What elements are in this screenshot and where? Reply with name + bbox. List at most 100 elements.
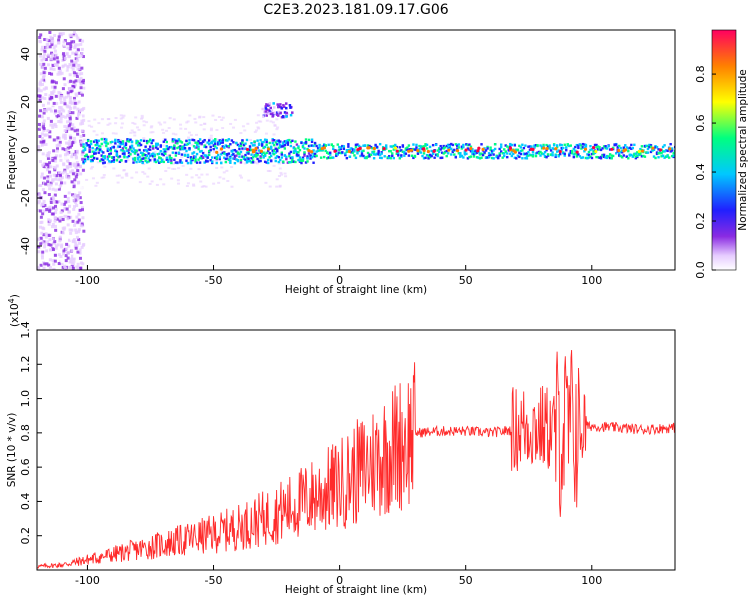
- band-cell: [171, 138, 175, 141]
- band-cell: [277, 141, 280, 144]
- haze-cell: [122, 169, 126, 172]
- secondary-blob-cell: [267, 109, 270, 112]
- noise-cell: [63, 129, 67, 133]
- noise-cell: [41, 204, 45, 208]
- band-cell: [595, 155, 598, 159]
- band-cell: [227, 144, 231, 148]
- band-cell: [114, 149, 117, 153]
- band-cell: [357, 149, 361, 153]
- noise-cell: [41, 76, 45, 80]
- haze-cell: [176, 179, 180, 182]
- noise-cell: [58, 127, 62, 131]
- band-cell: [180, 153, 184, 156]
- band-cell: [235, 141, 238, 145]
- noise-cell: [60, 176, 64, 180]
- hot-spot: [307, 148, 311, 153]
- band-cell: [625, 155, 628, 158]
- band-cell: [235, 158, 238, 161]
- band-cell: [242, 143, 246, 147]
- band-cell: [177, 151, 181, 154]
- band-cell: [521, 157, 524, 160]
- haze-cell: [272, 164, 276, 167]
- haze-cell: [108, 122, 112, 125]
- noise-cell: [81, 55, 85, 59]
- band-cell: [300, 141, 303, 145]
- band-cell: [263, 154, 267, 158]
- band-cell: [268, 156, 271, 159]
- noise-cell: [68, 97, 72, 101]
- band-cell: [257, 149, 261, 152]
- band-cell: [640, 155, 644, 158]
- haze-cell: [275, 185, 279, 188]
- haze-cell: [159, 178, 163, 181]
- band-cell: [201, 156, 205, 159]
- noise-cell: [53, 111, 57, 115]
- band-cell: [301, 144, 305, 148]
- noise-cell: [45, 43, 49, 47]
- band-cell: [327, 143, 330, 147]
- band-cell: [145, 149, 149, 153]
- hot-spot: [554, 147, 558, 151]
- band-cell: [123, 150, 126, 153]
- haze-cell: [189, 167, 193, 170]
- haze-cell: [278, 184, 282, 187]
- snr-y-label: SNR (10 * v/v): [6, 413, 18, 488]
- band-cell: [357, 144, 361, 148]
- hot-spot: [245, 147, 250, 152]
- band-cell: [608, 148, 612, 151]
- haze-cell: [171, 167, 175, 170]
- noise-cell: [48, 219, 52, 223]
- y-tick-label: 0.8: [19, 424, 32, 442]
- noise-cell: [63, 264, 67, 268]
- band-cell: [239, 158, 243, 162]
- band-cell: [419, 151, 423, 154]
- haze-cell: [167, 127, 171, 130]
- band-cell: [471, 152, 474, 155]
- band-cell: [176, 146, 179, 150]
- band-cell: [472, 150, 476, 154]
- band-cell: [182, 147, 185, 151]
- noise-cell: [63, 83, 67, 87]
- noise-cell: [72, 198, 76, 202]
- noise-cell: [80, 143, 84, 147]
- band-cell: [554, 154, 557, 157]
- band-cell: [537, 150, 541, 154]
- noise-cell: [42, 73, 46, 77]
- band-cell: [148, 145, 152, 148]
- band-cell: [344, 152, 347, 155]
- noise-cell: [42, 69, 46, 73]
- noise-cell: [79, 186, 83, 190]
- noise-cell: [42, 209, 46, 213]
- noise-cell: [72, 63, 76, 67]
- band-cell: [106, 158, 109, 161]
- band-cell: [170, 159, 173, 162]
- band-cell: [88, 148, 91, 151]
- noise-cell: [40, 202, 44, 206]
- secondary-blob-cell: [261, 107, 264, 111]
- band-cell: [115, 153, 119, 157]
- noise-cell: [47, 151, 51, 155]
- y-tick-label: 0: [19, 147, 32, 154]
- hot-spot: [252, 149, 256, 154]
- noise-cell: [56, 243, 60, 247]
- band-cell: [145, 161, 149, 164]
- band-cell: [111, 156, 114, 160]
- noise-cell: [65, 151, 69, 155]
- band-cell: [253, 154, 256, 158]
- band-cell: [273, 143, 276, 147]
- band-cell: [439, 156, 442, 160]
- band-cell: [397, 154, 400, 157]
- band-cell: [339, 151, 343, 155]
- band-cell: [412, 156, 415, 160]
- band-cell: [397, 151, 400, 155]
- noise-cell: [75, 116, 79, 120]
- noise-cell: [46, 107, 50, 111]
- band-cell: [389, 156, 392, 160]
- noise-cell: [42, 227, 46, 231]
- band-cell: [155, 142, 158, 145]
- band-cell: [203, 138, 206, 142]
- band-cell: [330, 156, 333, 159]
- band-cell: [155, 146, 158, 149]
- band-cell: [129, 148, 132, 151]
- noise-cell: [56, 185, 60, 189]
